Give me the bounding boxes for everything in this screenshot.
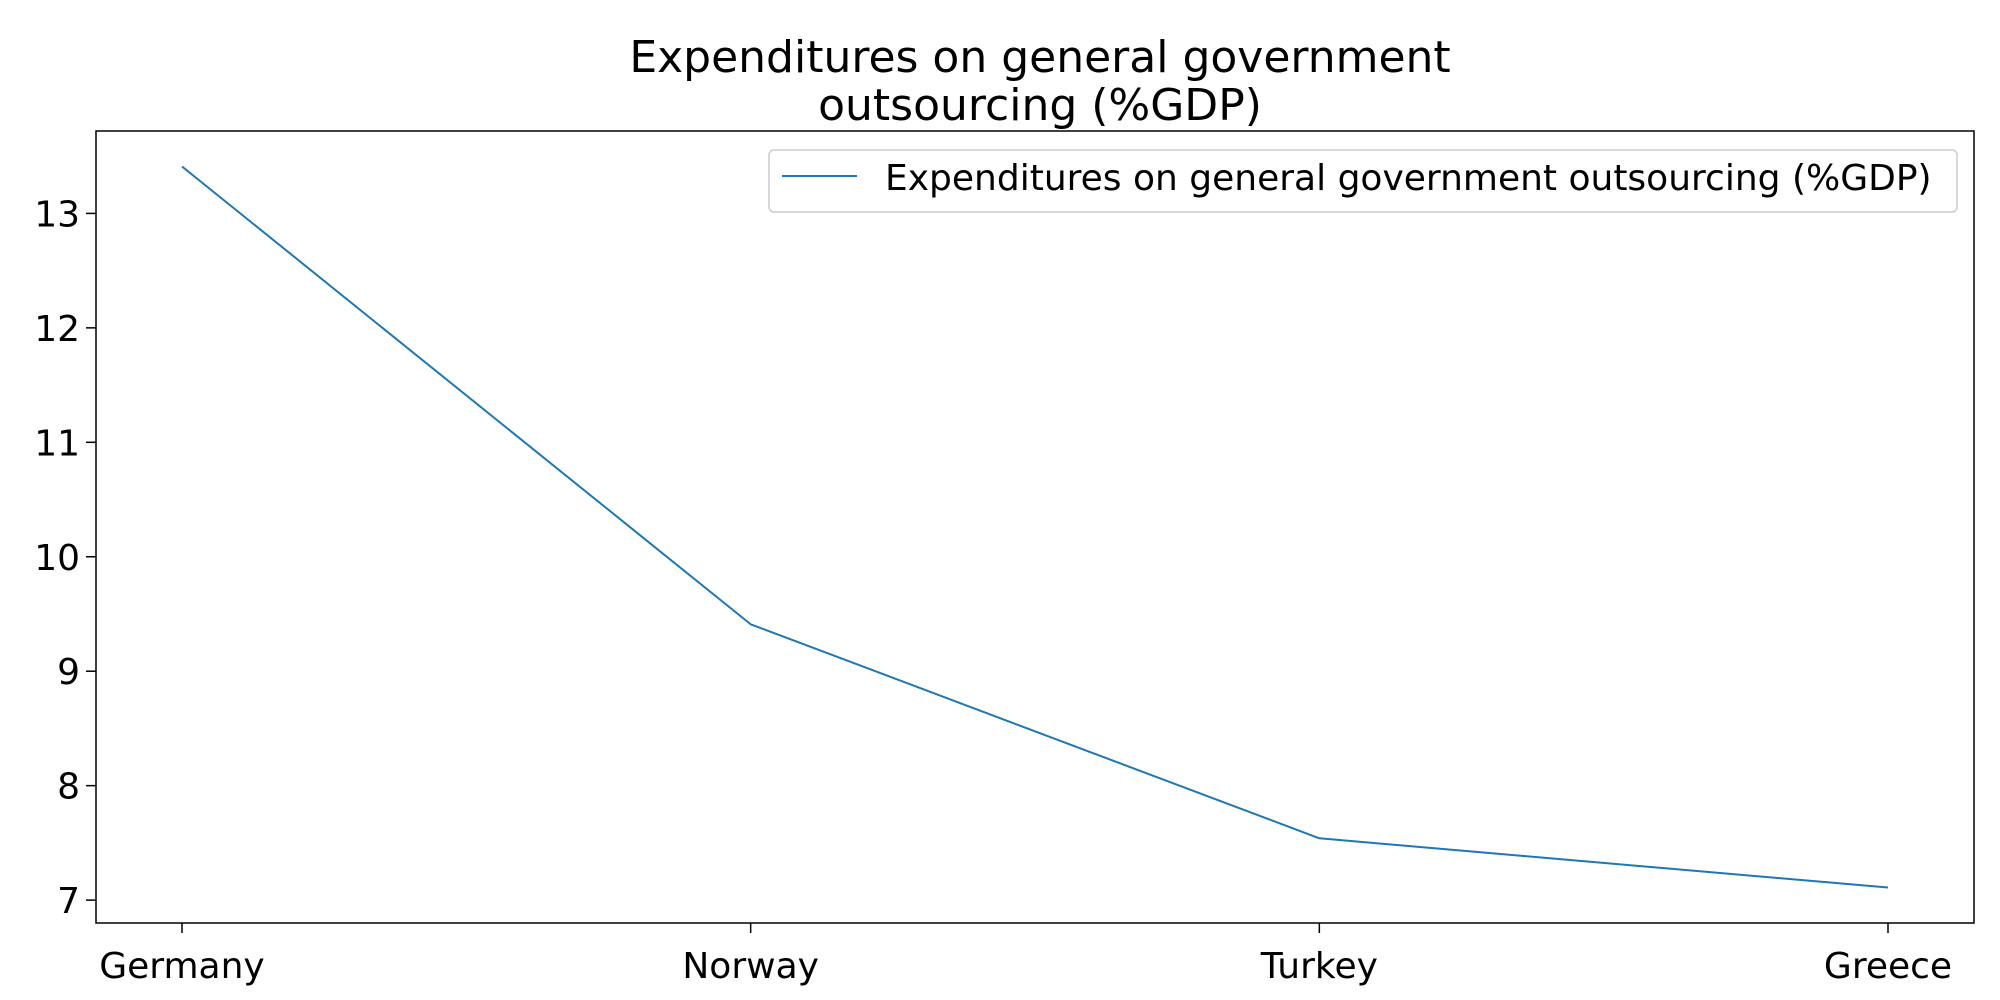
y-tick-label: 10 [34, 538, 80, 579]
x-tick-label: Germany [99, 946, 264, 987]
plot-frame [95, 130, 1975, 924]
y-tick-label: 12 [34, 309, 80, 350]
x-tick-label: Norway [682, 946, 819, 987]
series-layer [181, 165, 1889, 889]
y-tick-label: 13 [34, 194, 80, 235]
chart-title-line-2: outsourcing (%GDP) [818, 80, 1262, 131]
chart-title-line-1: Expenditures on general government [629, 32, 1450, 83]
legend-box [768, 149, 1958, 213]
y-tick-label: 9 [57, 652, 80, 693]
legend: Expenditures on general government outso… [768, 149, 1958, 213]
y-tick-label: 11 [34, 423, 80, 464]
y-tick-label: 7 [57, 881, 80, 922]
x-tick-label: Greece [1824, 946, 1952, 987]
x-axis: Germany Norway Turkey Greece [99, 923, 1952, 987]
legend-label: Expenditures on general government outso… [885, 158, 1932, 199]
y-axis: 7 8 9 10 11 12 13 [34, 194, 96, 922]
series-line [181, 165, 1889, 889]
x-tick-label: Turkey [1260, 946, 1378, 987]
y-tick-label: 8 [57, 767, 80, 808]
